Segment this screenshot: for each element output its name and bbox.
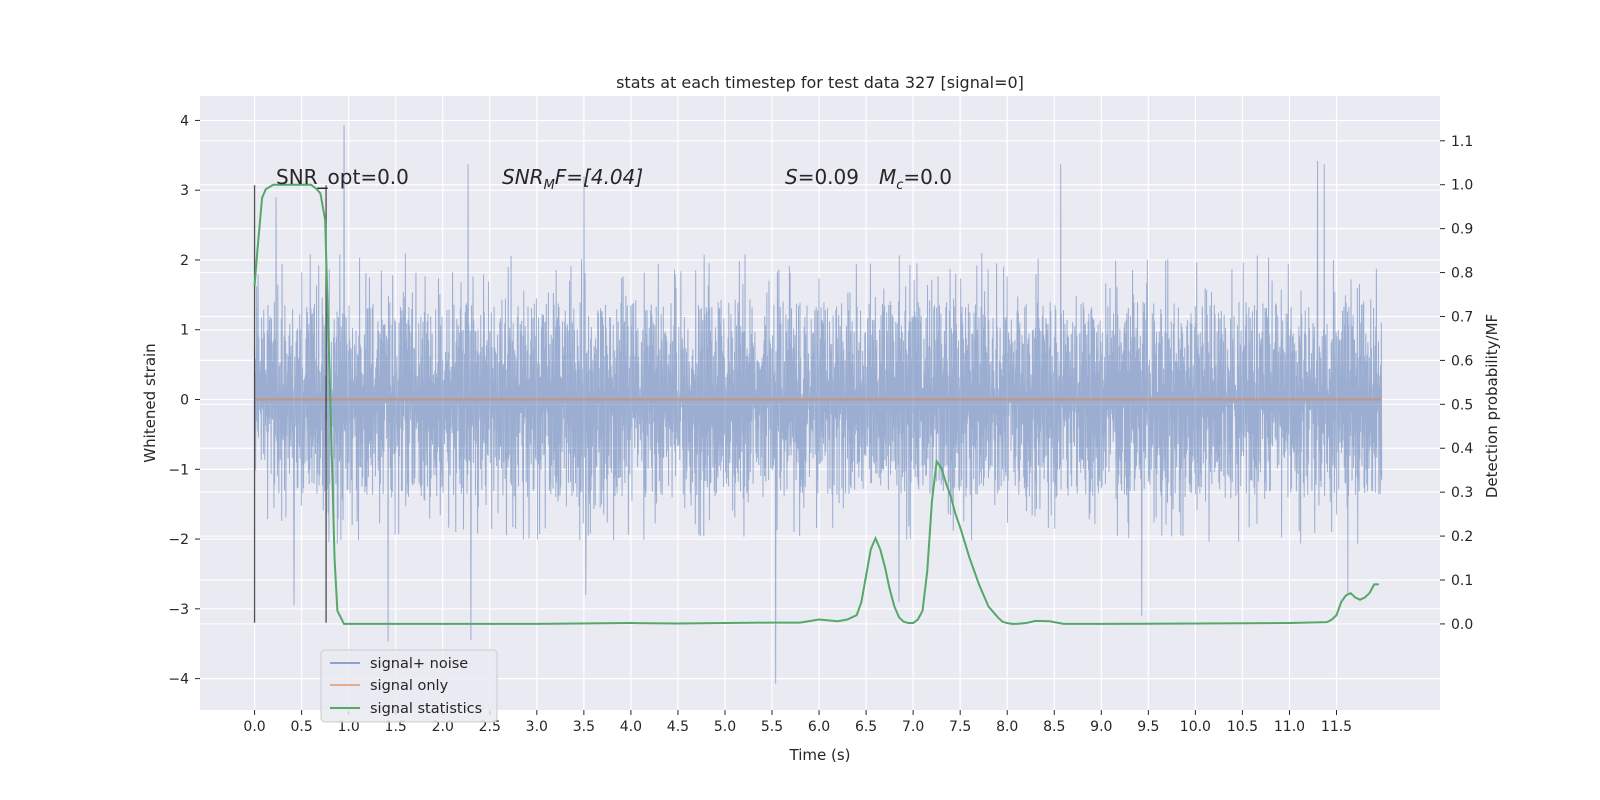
- y-right-tick-label-2: 0.2: [1451, 529, 1473, 545]
- x-tick-label-14: 7.0: [902, 719, 924, 735]
- signal-statistics-line: [253, 183, 1379, 625]
- x-tick-label-17: 8.5: [1043, 719, 1065, 735]
- x-tick-label-16: 8.0: [996, 719, 1018, 735]
- y-tick-label-5: 1: [180, 323, 189, 339]
- x-tick-label-13: 6.5: [855, 719, 877, 735]
- y-right-tick-label-9: 0.9: [1451, 222, 1473, 238]
- annotations: SNR_opt=0.0 SNRMF=[4.04] S=0.09 Mc=0.0: [276, 165, 952, 193]
- y-tick-label-8: 4: [180, 113, 189, 129]
- x-tick-label-9: 4.5: [667, 719, 689, 735]
- x-axis-label: Time (s): [789, 746, 851, 764]
- signal-statistics-series: [253, 183, 1379, 625]
- legend-label-signal-noise: signal+ noise: [370, 656, 468, 672]
- x-tick-label-1: 0.5: [290, 719, 312, 735]
- y-right-tick-label-1: 0.1: [1451, 573, 1473, 589]
- x-tick-label-18: 9.0: [1090, 719, 1112, 735]
- x-tick-label-7: 3.5: [573, 719, 595, 735]
- y-tick-label-4: 0: [180, 393, 189, 409]
- y-tick-label-3: −1: [168, 462, 189, 478]
- annotation-snr-mf: SNRMF=[4.04]: [502, 165, 643, 193]
- y-tick-label-1: −3: [168, 602, 189, 618]
- y-right-tick-label-10: 1.0: [1451, 178, 1473, 194]
- y-axis-right-label: Detection probability/MF: [1483, 314, 1501, 498]
- x-tick-label-23: 11.5: [1321, 719, 1352, 735]
- y-right-tick-label-6: 0.6: [1451, 353, 1473, 369]
- signal-plus-noise-series: [254, 125, 1383, 684]
- x-tick-label-22: 11.0: [1274, 719, 1305, 735]
- y-right-tick-label-0: 0.0: [1451, 617, 1473, 633]
- annotation-mc: Mc=0.0: [879, 165, 952, 193]
- y-right-tick-label-8: 0.8: [1451, 266, 1473, 282]
- y-tick-label-0: −4: [168, 672, 189, 688]
- y-axis-label: Whitened strain: [141, 343, 159, 462]
- chart-title: stats at each timestep for test data 327…: [616, 73, 1024, 92]
- y-tick-label-7: 3: [180, 183, 189, 199]
- y-right-tick-label-11: 1.1: [1451, 134, 1473, 150]
- y-right-tick-label-7: 0.7: [1451, 309, 1473, 325]
- y-right-tick-label-3: 0.3: [1451, 485, 1473, 501]
- x-tick-label-6: 3.0: [526, 719, 548, 735]
- y-right-tick-label-4: 0.4: [1451, 441, 1473, 457]
- x-tick-label-8: 4.0: [620, 719, 642, 735]
- y-tick-label-2: −2: [168, 532, 189, 548]
- x-tick-label-20: 10.0: [1180, 719, 1211, 735]
- x-tick-label-2: 1.0: [338, 719, 360, 735]
- tick-labels: 0.0 0.5 1.0 1.5 2.0 2.5 3.0 3.5 4.0 4.5 5.0 5.5 6.0 6…: [168, 113, 1473, 735]
- x-tick-label-12: 6.0: [808, 719, 830, 735]
- x-tick-label-15: 7.5: [949, 719, 971, 735]
- x-tick-label-4: 2.0: [432, 719, 454, 735]
- legend-label-signal-statistics: signal statistics: [370, 701, 482, 717]
- y-right-tick-label-5: 0.5: [1451, 397, 1473, 413]
- x-tick-label-21: 10.5: [1227, 719, 1258, 735]
- annotation-s: S=0.09: [785, 165, 859, 189]
- x-tick-label-19: 9.5: [1137, 719, 1159, 735]
- legend-label-signal-only: signal only: [370, 678, 449, 694]
- legend-box: [320, 649, 498, 723]
- x-tick-label-10: 5.0: [714, 719, 736, 735]
- x-tick-label-5: 2.5: [479, 719, 501, 735]
- signal-plus-noise-line: [254, 125, 1383, 684]
- x-tick-label-0: 0.0: [243, 719, 265, 735]
- annotation-snr-opt: SNR_opt=0.0: [276, 165, 409, 189]
- x-tick-label-11: 5.5: [761, 719, 783, 735]
- x-tick-label-3: 1.5: [385, 719, 407, 735]
- legend: signal+ noise signal only signal statist…: [320, 649, 498, 723]
- y-tick-label-6: 2: [180, 253, 189, 269]
